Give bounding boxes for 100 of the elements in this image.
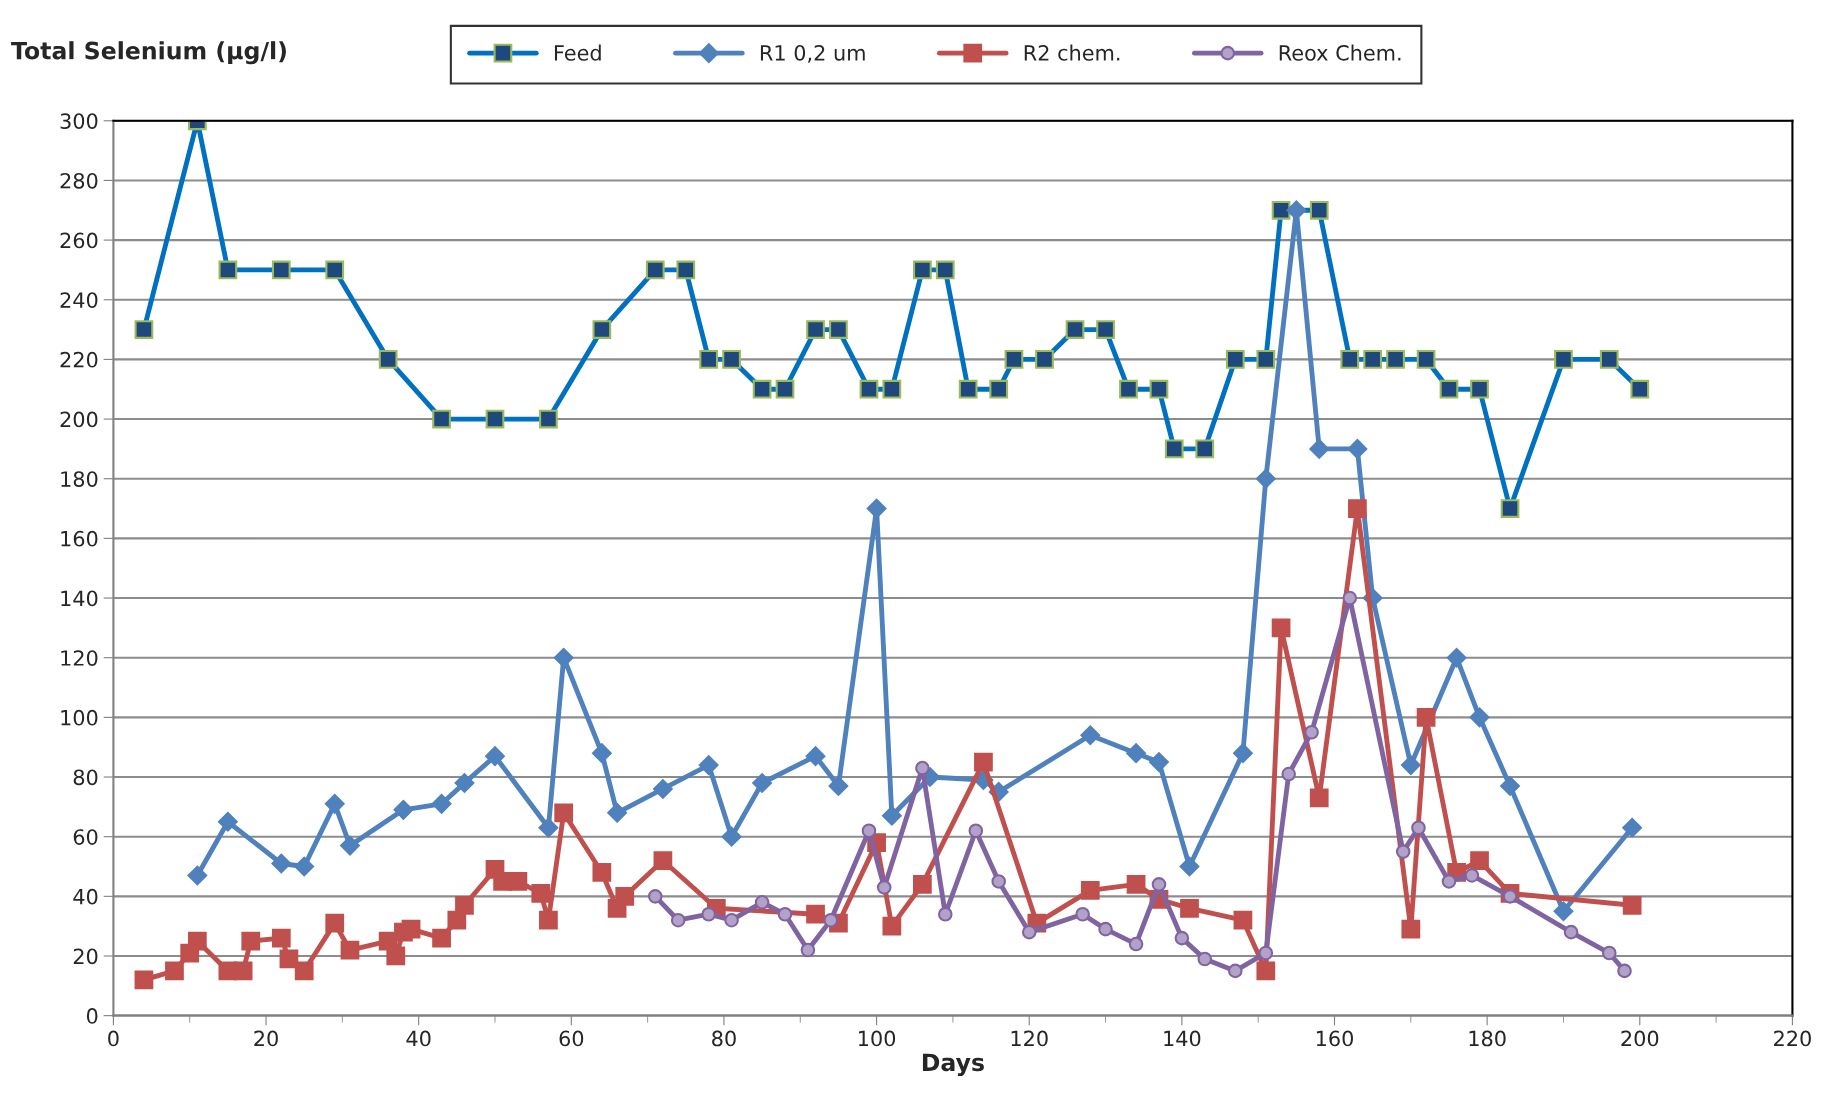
point [915, 760, 930, 776]
point [1174, 930, 1190, 946]
point [806, 904, 825, 924]
point [1180, 898, 1199, 918]
y-tick-label: 240 [60, 292, 98, 308]
point [1256, 961, 1276, 981]
point [876, 880, 892, 895]
point [454, 773, 475, 793]
x-tick-label: 140 [1164, 1030, 1201, 1047]
point [294, 856, 315, 877]
point [615, 886, 635, 906]
point [1401, 919, 1421, 939]
point [592, 863, 612, 882]
y-tick-label: 120 [61, 650, 98, 666]
point [1342, 590, 1358, 606]
point [1258, 945, 1274, 961]
y-tick-label: 60 [73, 829, 98, 845]
point [1470, 851, 1489, 870]
point [1149, 752, 1169, 772]
point [1075, 906, 1090, 922]
point [913, 875, 932, 894]
point [1233, 910, 1253, 930]
point [1601, 945, 1617, 961]
y-tick-label: 200 [60, 411, 98, 428]
x-tick-label: 20 [254, 1030, 278, 1047]
point [1464, 868, 1480, 883]
point [340, 835, 360, 856]
point [1395, 844, 1411, 859]
point [1400, 755, 1421, 775]
point [432, 928, 451, 948]
y-tick-label: 220 [60, 351, 98, 368]
point [1126, 875, 1146, 894]
point [554, 803, 574, 823]
point [1469, 707, 1490, 728]
point [508, 872, 528, 891]
point [1617, 963, 1632, 979]
point [777, 906, 793, 922]
point [1021, 924, 1037, 940]
point [721, 826, 742, 847]
point [431, 793, 452, 814]
legend-label: R2 chem. [1024, 44, 1120, 61]
point [1348, 499, 1367, 518]
point [187, 931, 207, 951]
y-tick-label: 80 [73, 769, 98, 786]
point [1622, 895, 1642, 915]
y-tick-label: 160 [61, 530, 98, 547]
point [538, 817, 559, 838]
point [800, 942, 816, 958]
point [1309, 439, 1330, 459]
point [553, 647, 574, 668]
point [1563, 924, 1579, 940]
point [539, 910, 558, 930]
point [1347, 439, 1368, 459]
y-tick-label: 100 [61, 709, 98, 726]
point [1271, 618, 1291, 638]
point [724, 912, 739, 928]
point [1622, 817, 1643, 838]
point [882, 916, 902, 936]
y-tick-label: 20 [73, 948, 98, 965]
y-tick-label: 0 [86, 1008, 98, 1024]
point [1179, 856, 1200, 877]
x-tick-label: 100 [859, 1030, 896, 1047]
point [1553, 901, 1574, 922]
point [1281, 766, 1296, 782]
x-tick-label: 160 [1316, 1030, 1353, 1047]
y-tick-label: 140 [61, 590, 98, 607]
point [1309, 788, 1329, 808]
point [670, 912, 686, 928]
legend-label: R1 0,2 um [760, 44, 865, 63]
point [823, 912, 839, 928]
point [1151, 877, 1167, 892]
legend-label: Feed [554, 44, 601, 61]
point [455, 895, 474, 915]
point [187, 865, 208, 886]
point [165, 961, 184, 981]
x-tick-label: 180 [1469, 1030, 1506, 1047]
x-tick-label: 0 [108, 1030, 119, 1047]
y-tick-label: 40 [73, 888, 98, 905]
point [340, 940, 360, 960]
point [485, 746, 505, 767]
point [974, 752, 993, 772]
point [1304, 724, 1319, 740]
point [1446, 647, 1467, 668]
x-tick-label: 60 [559, 1030, 584, 1047]
point [1255, 468, 1276, 489]
point [1286, 200, 1307, 221]
x-tick-label: 120 [1011, 1030, 1048, 1047]
point [1502, 889, 1518, 904]
x-tick-label: 220 [1774, 1030, 1811, 1047]
y-tick-label: 260 [60, 232, 98, 249]
point [233, 961, 253, 981]
point [607, 802, 627, 823]
point [647, 889, 663, 904]
point [1500, 776, 1520, 796]
point [1128, 936, 1144, 952]
point [701, 906, 716, 922]
point [401, 919, 421, 939]
point [828, 776, 849, 796]
point [881, 805, 902, 826]
point [968, 823, 984, 838]
